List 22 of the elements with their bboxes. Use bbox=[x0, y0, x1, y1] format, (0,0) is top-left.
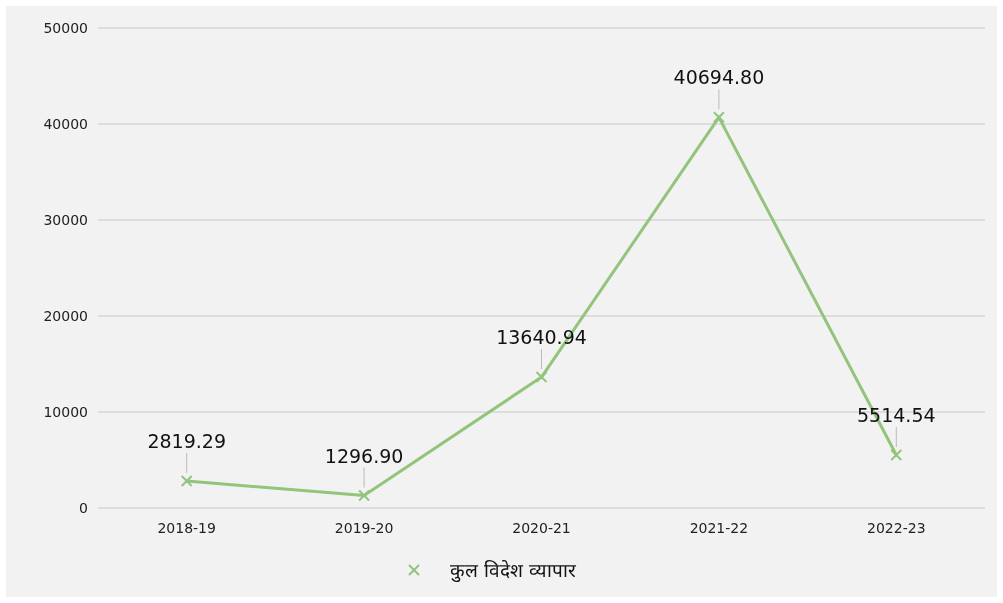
x-tick-label: 2021-22 bbox=[689, 520, 749, 536]
y-tick-label: 10000 bbox=[43, 404, 88, 420]
y-tick-label: 30000 bbox=[43, 212, 88, 228]
x-tick-label: 2018-19 bbox=[157, 520, 216, 536]
point bbox=[535, 371, 548, 384]
y-tick-label: 0 bbox=[79, 500, 88, 516]
data-label: 2819.29 bbox=[147, 429, 226, 452]
y-tick-label: 40000 bbox=[43, 116, 88, 132]
point bbox=[180, 474, 193, 487]
data-label: 5514.54 bbox=[857, 404, 936, 427]
x-tick-label: 2019-20 bbox=[334, 520, 394, 536]
data-label: 1296.90 bbox=[324, 444, 404, 467]
point bbox=[358, 489, 371, 502]
point bbox=[890, 449, 903, 462]
x-tick-label: 2022-23 bbox=[867, 520, 926, 536]
data-label: 40694.80 bbox=[673, 66, 765, 89]
legend-label: कुल विदेश व्यापार bbox=[450, 559, 578, 583]
y-tick-label: 50000 bbox=[43, 20, 88, 36]
data-label: 13640.94 bbox=[496, 326, 587, 349]
point bbox=[712, 111, 725, 124]
x-tick-label: 2020-21 bbox=[512, 520, 571, 536]
y-tick-label: 20000 bbox=[43, 308, 88, 324]
